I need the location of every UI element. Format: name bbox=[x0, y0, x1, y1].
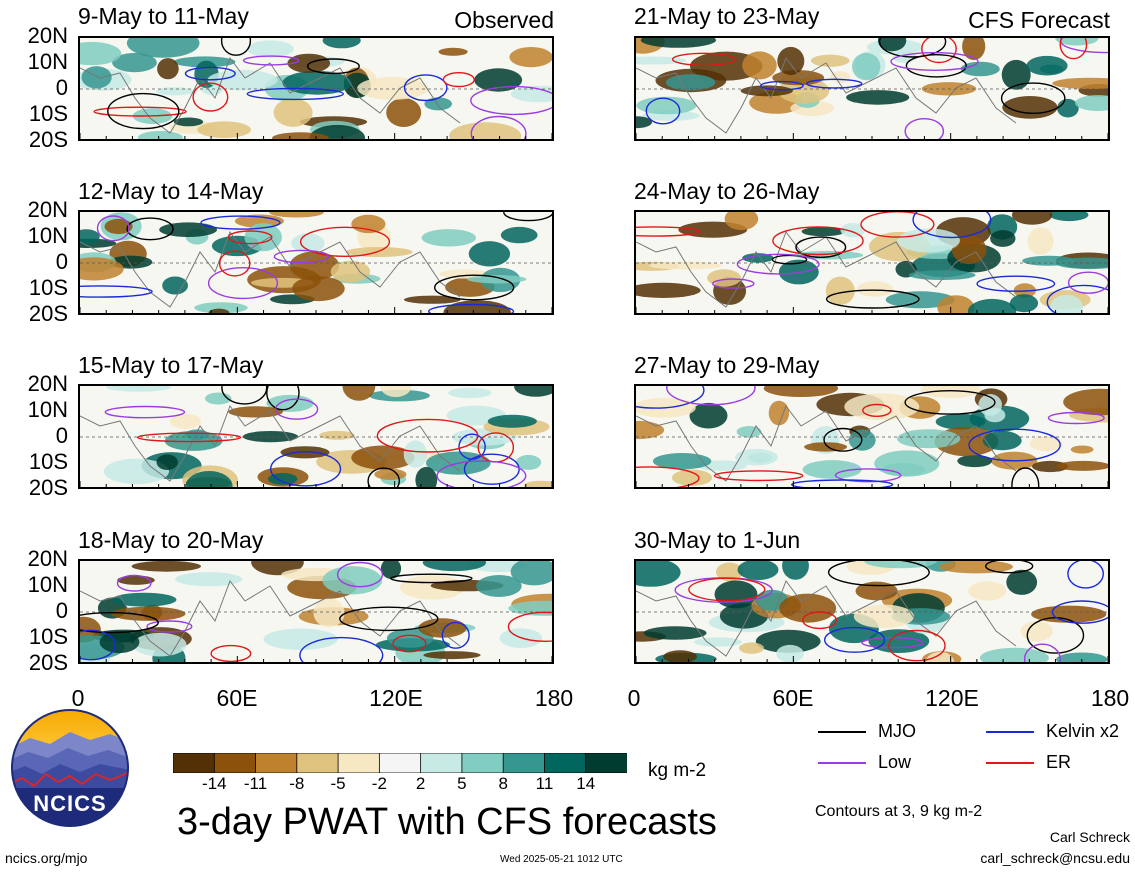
panel-title-left-4: 18-May to 20-May bbox=[78, 527, 264, 553]
legend-line-er bbox=[986, 762, 1034, 764]
pwat-map-right-1 bbox=[634, 36, 1110, 141]
lat-label-row1-0: 20N bbox=[27, 23, 68, 48]
lat-label-row1-4: 20S bbox=[28, 127, 68, 152]
lon-label-180-left: 180 bbox=[534, 685, 574, 711]
lat-label-row2-4: 20S bbox=[28, 301, 68, 326]
pwat-field bbox=[80, 38, 552, 139]
pwat-map-left-3 bbox=[78, 384, 554, 489]
pwat-field bbox=[636, 561, 1108, 662]
colorbar-cell bbox=[502, 753, 546, 773]
pwat-map-right-2 bbox=[634, 210, 1110, 315]
author-email: carl_schreck@ncsu.edu bbox=[980, 850, 1130, 866]
lat-label-row4-4: 20S bbox=[28, 650, 68, 675]
colorbar-tick-label: -2 bbox=[371, 774, 387, 793]
lat-label-row2-3: 10S bbox=[28, 275, 68, 300]
pwat-map-left-4 bbox=[78, 559, 554, 664]
colorbar-tick-label: 11 bbox=[535, 774, 554, 793]
panel-title-left-1: 9-May to 11-May bbox=[78, 3, 249, 29]
colorbar-cell bbox=[213, 753, 257, 773]
lat-label-row1-3: 10S bbox=[28, 101, 68, 126]
panel-title-right-4: 30-May to 1-Jun bbox=[634, 527, 801, 553]
lon-label-60e-left: 60E bbox=[216, 685, 258, 711]
colorbar-tick-label: 8 bbox=[498, 774, 508, 793]
pwat-field bbox=[636, 38, 1108, 139]
colorbar-tick-label: -8 bbox=[289, 774, 305, 793]
legend-label-low: Low bbox=[878, 752, 912, 772]
lat-label-row3-0: 20N bbox=[27, 371, 68, 396]
pwat-field bbox=[80, 386, 552, 487]
colorbar-cell bbox=[173, 753, 216, 773]
lon-label-180-right: 180 bbox=[1090, 685, 1130, 711]
colorbar-cell bbox=[420, 753, 463, 773]
legend-label-mjo: MJO bbox=[878, 721, 916, 741]
lon-label-60e-right: 60E bbox=[772, 685, 814, 711]
lat-label-row1-2: 0 bbox=[55, 75, 68, 100]
panel-title-right-2: 24-May to 26-May bbox=[634, 178, 820, 204]
panel-title-left-2: 12-May to 14-May bbox=[78, 178, 264, 204]
lat-label-row1-1: 10N bbox=[27, 49, 68, 74]
lat-label-row3-3: 10S bbox=[28, 449, 68, 474]
colorbar-cell bbox=[255, 753, 298, 773]
colorbar-cell bbox=[461, 753, 505, 773]
colorbar-cell bbox=[544, 753, 587, 773]
panel-title-right-3: 27-May to 29-May bbox=[634, 352, 820, 378]
pwat-map-right-3 bbox=[634, 384, 1110, 489]
pwat-map-left-2 bbox=[78, 210, 554, 315]
colorbar-tick-label: -14 bbox=[201, 774, 227, 793]
colorbar-cell bbox=[585, 753, 627, 773]
site-url: ncics.org/mjo bbox=[5, 850, 88, 866]
author-name: Carl Schreck bbox=[1049, 829, 1130, 845]
colorbar-tick-label: -11 bbox=[243, 774, 268, 793]
legend-label-kelvin: Kelvin x2 bbox=[1046, 721, 1120, 741]
colorbar-units: kg m-2 bbox=[648, 760, 707, 781]
legend-line-low bbox=[818, 762, 866, 764]
pwat-map-right-4 bbox=[634, 559, 1110, 664]
lat-label-row4-0: 20N bbox=[27, 546, 68, 571]
pwat-field bbox=[636, 386, 1108, 487]
lon-label-0-right: 0 bbox=[627, 685, 641, 711]
logo-text: NCICS bbox=[33, 791, 107, 816]
lat-label-row4-2: 0 bbox=[55, 598, 68, 623]
lon-label-120e-left: 120E bbox=[369, 685, 423, 711]
cfs-forecast-label: CFS Forecast bbox=[968, 7, 1110, 33]
observed-label: Observed bbox=[454, 7, 554, 33]
legend-line-kelvin bbox=[986, 731, 1034, 733]
lat-label-row4-1: 10N bbox=[27, 572, 68, 597]
lat-label-row4-3: 10S bbox=[28, 624, 68, 649]
lat-label-row2-1: 10N bbox=[27, 223, 68, 248]
pwat-field bbox=[636, 212, 1108, 313]
legend-label-er: ER bbox=[1046, 752, 1072, 772]
pwat-field bbox=[80, 212, 552, 313]
lon-label-0-left: 0 bbox=[71, 685, 85, 711]
pwat-field bbox=[80, 561, 552, 662]
timestamp: Wed 2025-05-21 1012 UTC bbox=[500, 854, 623, 865]
panel-title-left-3: 15-May to 17-May bbox=[78, 352, 264, 378]
legend-line-mjo bbox=[818, 731, 866, 733]
colorbar-tick-label: 2 bbox=[415, 774, 426, 793]
lat-label-row2-2: 0 bbox=[55, 249, 68, 274]
contours-note: Contours at 3, 9 kg m-2 bbox=[815, 803, 983, 820]
ncics-logo: NCICS bbox=[10, 708, 130, 828]
lon-label-120e-right: 120E bbox=[925, 685, 979, 711]
pwat-colorbar bbox=[173, 753, 627, 773]
lat-label-row3-4: 20S bbox=[28, 475, 68, 500]
lat-label-row3-2: 0 bbox=[55, 423, 68, 448]
main-title: 3-day PWAT with CFS forecasts bbox=[177, 801, 717, 843]
colorbar-cell bbox=[378, 753, 422, 773]
colorbar-tick-label: -5 bbox=[330, 774, 346, 793]
pwat-map-left-1 bbox=[78, 36, 554, 141]
colorbar-cell bbox=[296, 753, 339, 773]
colorbar-tick-label: 5 bbox=[457, 774, 467, 793]
colorbar-tick-label: 14 bbox=[576, 774, 596, 793]
colorbar-cell bbox=[337, 753, 381, 773]
lat-label-row3-1: 10N bbox=[27, 397, 68, 422]
panel-title-right-1: 21-May to 23-May bbox=[634, 3, 820, 29]
lat-label-row2-0: 20N bbox=[27, 197, 68, 222]
